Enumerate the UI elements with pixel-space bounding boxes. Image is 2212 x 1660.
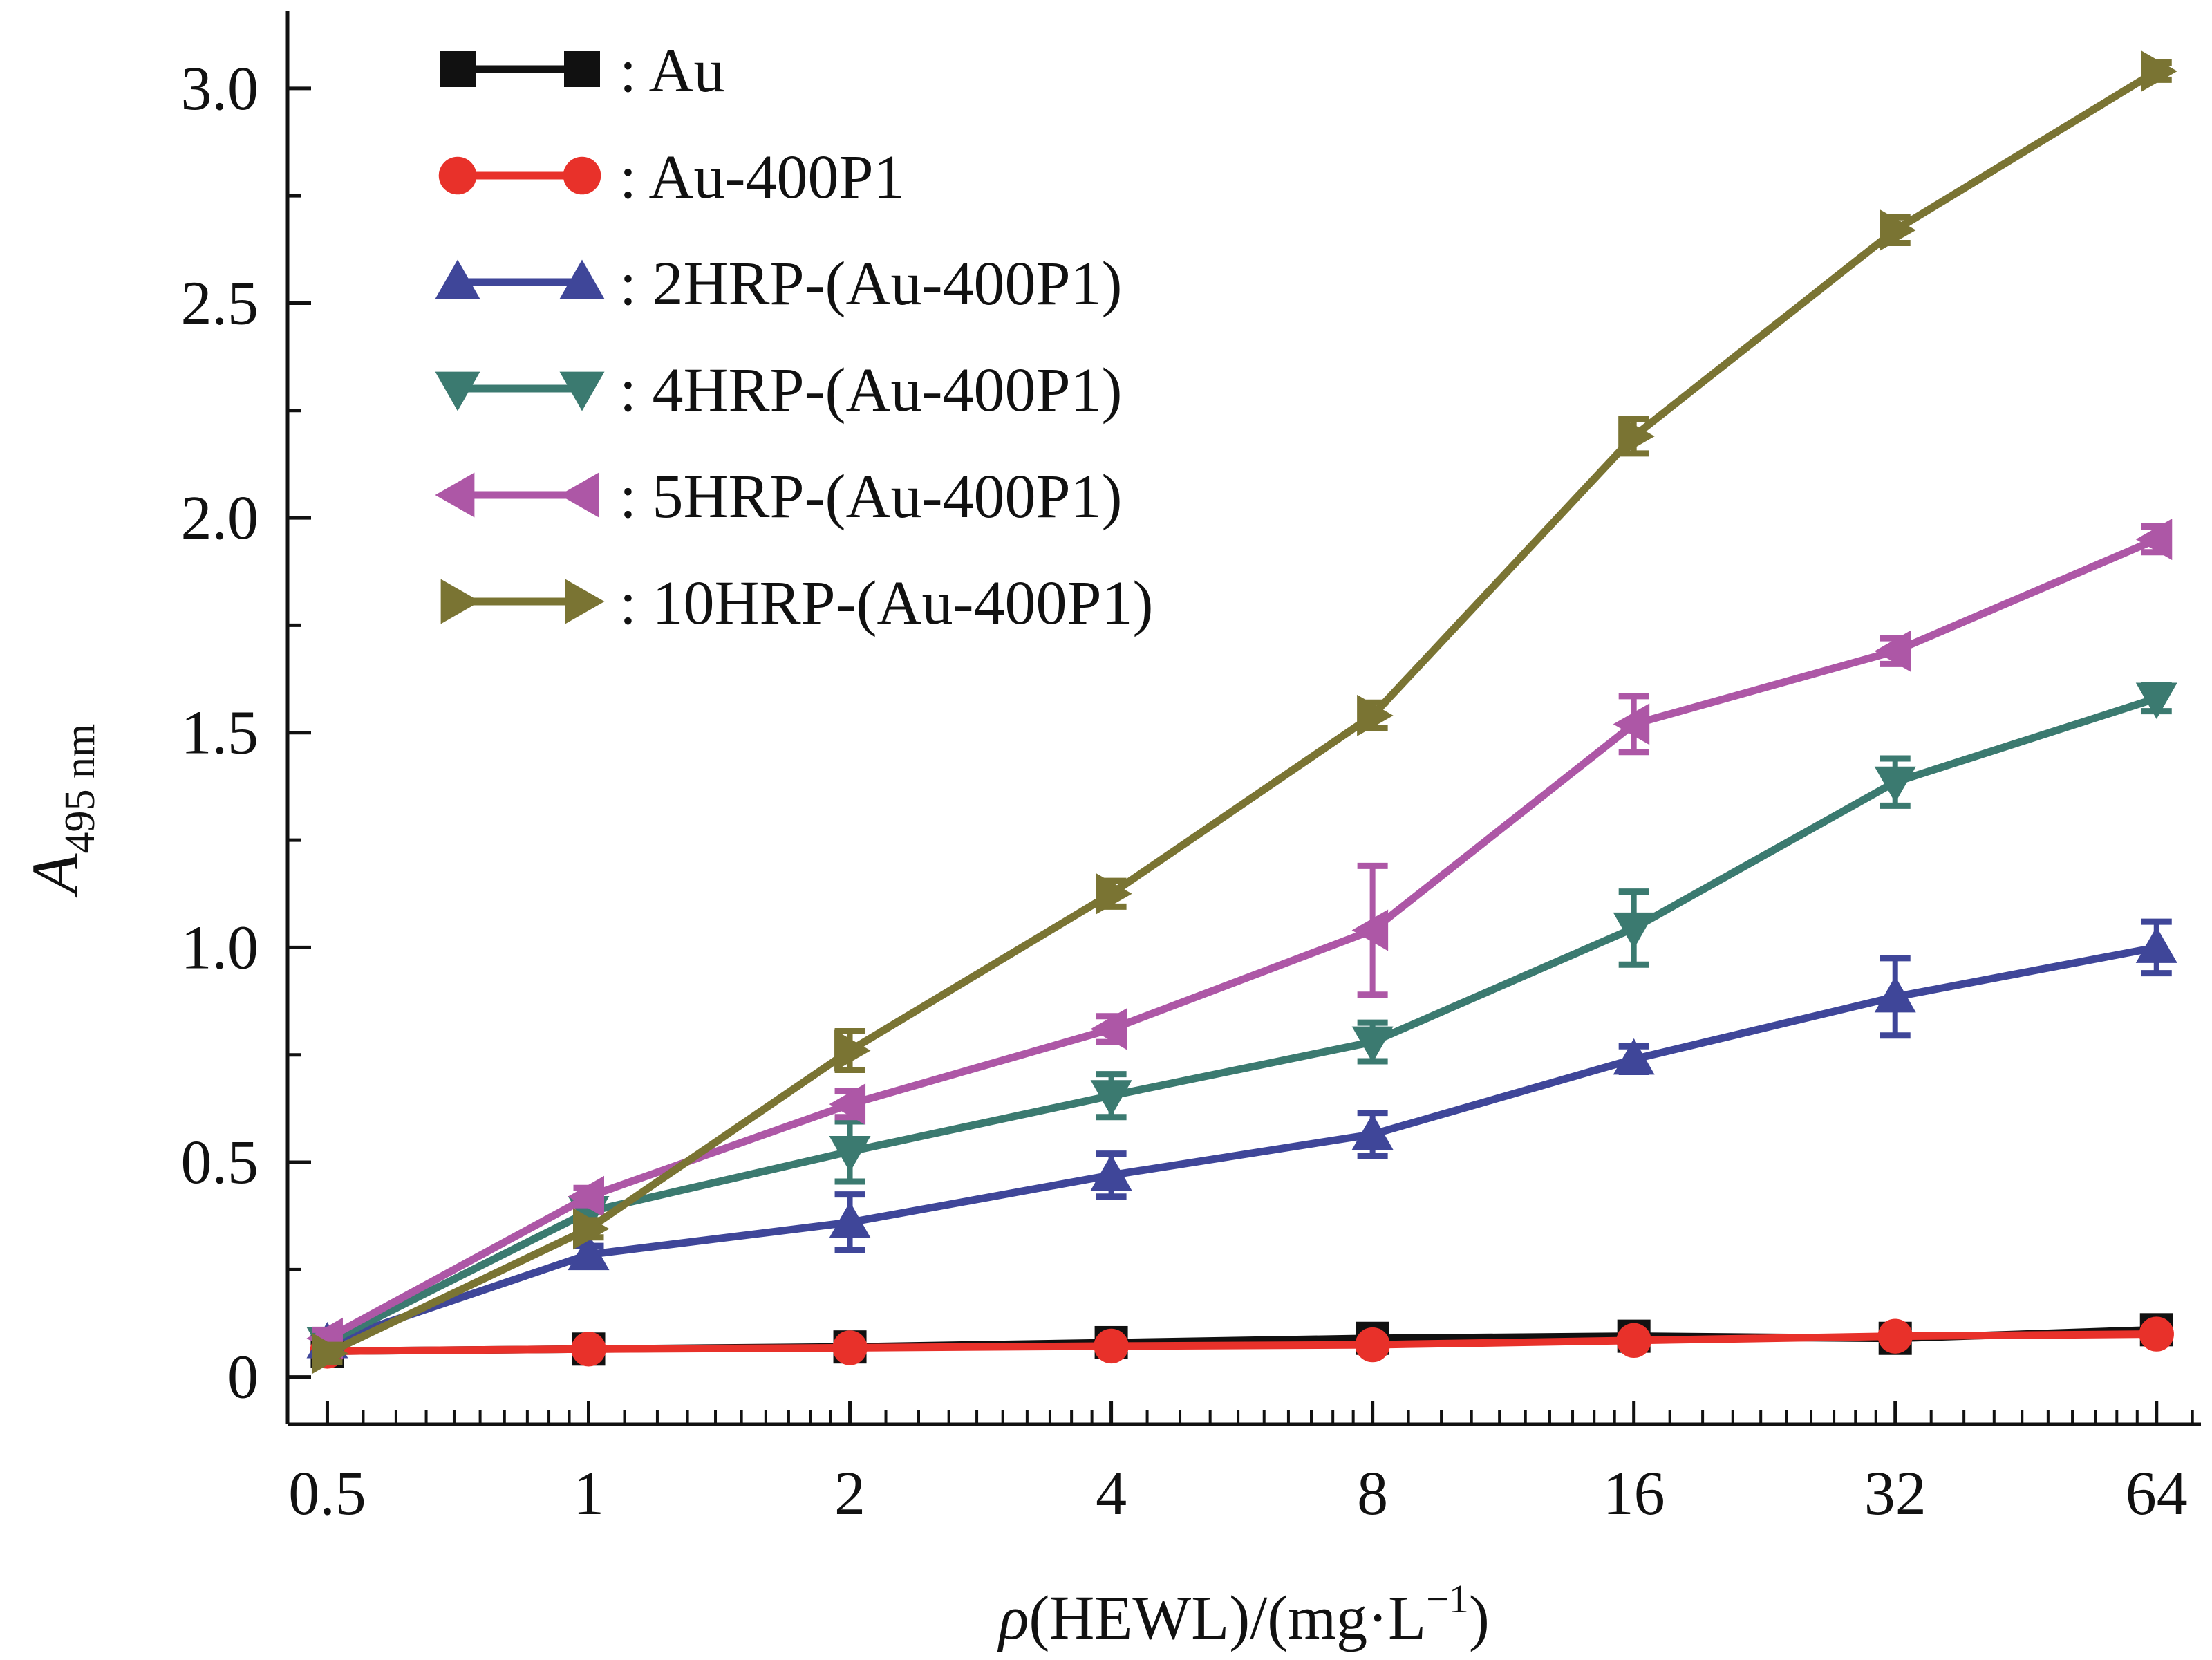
data-point — [311, 1332, 348, 1374]
y-axis-label: A495 nm — [18, 724, 104, 898]
legend-label: : 2HRP-(Au-400P1) — [619, 250, 1123, 318]
data-point — [1618, 416, 1655, 458]
series-3 — [306, 918, 2177, 1359]
legend-entry: : 10HRP-(Au-400P1) — [440, 569, 1154, 637]
data-point — [2135, 682, 2177, 720]
data-point — [568, 1233, 610, 1271]
data-point — [829, 1135, 871, 1173]
data-point — [1874, 630, 1911, 672]
data-point — [2135, 519, 2173, 561]
y-axis-label-symbol: A — [18, 853, 92, 898]
y-axis-label-sub: 495 nm — [57, 724, 104, 854]
data-point — [1616, 1323, 1651, 1359]
x-tick-label: 2 — [834, 1460, 865, 1528]
data-point — [568, 1175, 605, 1218]
y-tick-label: 2.0 — [181, 484, 259, 552]
data-point — [1090, 1080, 1132, 1117]
y-tick-label: 0.5 — [181, 1128, 259, 1197]
axes: 0 0.5 1.0 1.5 2.0 2.5 3.0 0.5 1 2 4 8 16 32 64 — [181, 11, 2201, 1528]
data-point — [2139, 1316, 2174, 1352]
data-point — [1351, 909, 1389, 951]
legend-marker — [440, 579, 480, 624]
data-point — [1880, 209, 1916, 251]
data-point — [1355, 1327, 1390, 1363]
data-point — [1090, 1008, 1127, 1050]
data-point — [1613, 703, 1650, 745]
legend-label: : 4HRP-(Au-400P1) — [619, 356, 1123, 425]
y-tick-label: 1.0 — [181, 913, 259, 982]
x-tick-label: 16 — [1603, 1460, 1665, 1528]
x-axis-label-text: (HEWL)/(mg·L — [1029, 1584, 1426, 1652]
legend-label: : Au-400P1 — [619, 143, 905, 212]
legend-marker — [563, 156, 601, 195]
data-point — [2141, 50, 2177, 92]
legend-marker — [565, 579, 605, 624]
legend-label: : Au — [619, 37, 725, 105]
x-tick-label: 1 — [573, 1460, 604, 1528]
series-2 — [310, 1316, 2174, 1369]
data-point — [832, 1330, 868, 1365]
legend-label: : 10HRP-(Au-400P1) — [619, 569, 1154, 637]
data-point — [1357, 694, 1394, 736]
data-point — [1351, 1113, 1394, 1150]
legend-marker — [559, 371, 605, 411]
series-line — [327, 1330, 2157, 1355]
series-line — [326, 943, 2157, 1347]
x-tick-label: 8 — [1357, 1460, 1388, 1528]
legend-entry: : Au-400P1 — [438, 143, 905, 212]
series-group — [306, 50, 2177, 1374]
legend-marker — [564, 51, 600, 87]
x-axis-label-sup: −1 — [1426, 1576, 1469, 1621]
x-axis-label: ρ(HEWL)/(mg·L−1) — [997, 1576, 1490, 1652]
data-point — [1874, 976, 1916, 1013]
legend-label: : 5HRP-(Au-400P1) — [619, 463, 1123, 531]
legend-entry: : 2HRP-(Au-400P1) — [435, 250, 1123, 318]
legend-entry: : 5HRP-(Au-400P1) — [435, 463, 1123, 531]
x-tick-label: 64 — [2126, 1460, 2188, 1528]
legend-marker — [435, 472, 475, 518]
y-tick-label: 3.0 — [181, 55, 259, 123]
legend-marker — [559, 259, 605, 299]
data-point — [1090, 1154, 1132, 1191]
legend-marker — [438, 156, 477, 195]
series-6 — [311, 50, 2177, 1374]
y-tick-label: 1.5 — [181, 699, 259, 767]
legend-marker — [559, 472, 599, 518]
data-point — [573, 1208, 610, 1250]
legend: : Au : Au-400P1 : 2HRP-(Au-400P1) : 4HRP-(A… — [435, 37, 1154, 637]
data-point — [829, 1083, 866, 1126]
legend-entry: : Au — [440, 37, 725, 105]
y-tick-label: 2.5 — [181, 269, 259, 337]
data-point — [1096, 873, 1132, 915]
y-tick-label: 0 — [227, 1343, 259, 1412]
series-line — [325, 536, 2158, 1342]
x-tick-label: 32 — [1864, 1460, 1927, 1528]
data-point — [1613, 912, 1655, 949]
data-point — [829, 1202, 871, 1238]
x-axis-label-close: ) — [1469, 1584, 1490, 1652]
axis-labels: ρ(HEWL)/(mg·L−1) A495 nm — [18, 724, 1490, 1652]
series-line — [326, 68, 2159, 1357]
data-point — [1613, 1038, 1655, 1075]
legend-marker — [440, 51, 476, 87]
data-point — [1877, 1318, 1913, 1354]
x-axis-label-symbol: ρ — [997, 1584, 1029, 1652]
data-point — [834, 1029, 871, 1072]
legend-marker — [435, 259, 480, 299]
data-point — [1094, 1328, 1129, 1364]
data-point — [571, 1332, 606, 1367]
legend-entry: : 4HRP-(Au-400P1) — [435, 356, 1123, 425]
data-point — [2135, 926, 2177, 963]
data-point — [1351, 1026, 1394, 1063]
data-point — [1874, 766, 1916, 803]
x-tick-label: 4 — [1096, 1460, 1127, 1528]
x-tick-label: 0.5 — [288, 1460, 366, 1528]
legend-marker — [435, 371, 480, 411]
